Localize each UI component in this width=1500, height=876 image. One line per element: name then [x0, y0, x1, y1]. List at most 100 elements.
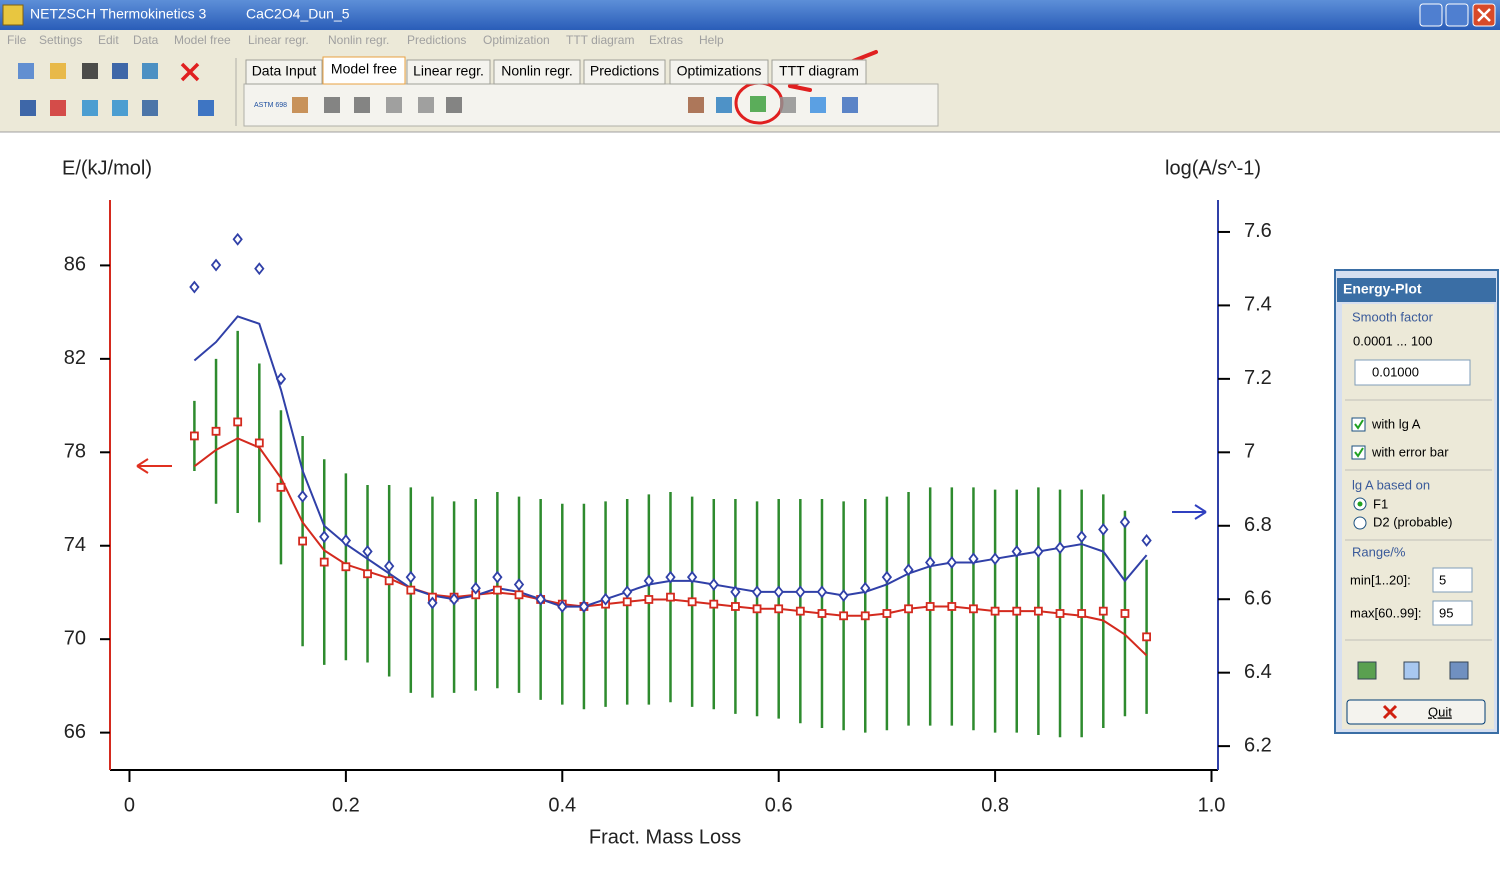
- toolbar-button[interactable]: [810, 97, 826, 113]
- range-label: Range/%: [1352, 544, 1406, 559]
- menu-item[interactable]: Edit: [98, 33, 119, 47]
- quit-label: Quit: [1428, 704, 1452, 719]
- toolbar-button[interactable]: [112, 100, 128, 116]
- data-point: [1012, 606, 1022, 616]
- data-point: [990, 606, 1000, 616]
- menu-item[interactable]: Model free: [174, 33, 231, 47]
- max-input[interactable]: [1432, 600, 1473, 626]
- toolbar-button[interactable]: [82, 100, 98, 116]
- menu-item[interactable]: Extras: [649, 33, 683, 47]
- min-input[interactable]: [1432, 567, 1473, 593]
- tab[interactable]: [583, 59, 666, 85]
- data-point: [817, 609, 827, 618]
- data-point: [1119, 515, 1131, 529]
- tab-label: Nonlin regr.: [501, 63, 573, 79]
- data-point: [1055, 609, 1065, 618]
- menu-item[interactable]: Help: [699, 33, 724, 47]
- toolbar-button[interactable]: [50, 100, 66, 116]
- tab[interactable]: [406, 59, 491, 85]
- save-icon-button[interactable]: [1449, 661, 1469, 680]
- with-error-bar-label: with error bar: [1371, 444, 1449, 459]
- toolbar-button[interactable]: [750, 96, 766, 112]
- toolbar-button[interactable]: [18, 63, 34, 79]
- tab[interactable]: [771, 59, 867, 85]
- data-point: [1098, 522, 1109, 536]
- right-axis-arrow: [1172, 504, 1207, 520]
- data-point: [904, 604, 913, 614]
- menu-item[interactable]: Settings: [39, 33, 82, 47]
- data-point: [340, 534, 352, 547]
- toolbar-button[interactable]: [354, 97, 370, 113]
- data-point: [925, 602, 935, 611]
- data-point: [839, 611, 849, 621]
- delete-icon[interactable]: [180, 62, 200, 82]
- tab-panel: [243, 83, 939, 127]
- menu-item[interactable]: Data: [133, 33, 159, 47]
- data-point: [535, 592, 546, 606]
- toolbar-button[interactable]: [20, 100, 36, 116]
- tab[interactable]: [669, 59, 769, 85]
- data-point: [968, 552, 979, 566]
- data-point: [1033, 606, 1043, 616]
- data-point: [751, 585, 763, 599]
- toolbar-button[interactable]: [842, 97, 858, 113]
- data-point: [492, 570, 503, 584]
- menu-item[interactable]: TTT diagram: [566, 33, 634, 47]
- y-axis-label: E/(kJ/mol): [62, 157, 152, 179]
- with-lg-a-label: with lg A: [1371, 416, 1421, 431]
- toolbar-button[interactable]: [688, 97, 704, 113]
- tab-label: Linear regr.: [413, 63, 484, 79]
- smooth-value: 0.01000: [1372, 364, 1419, 379]
- toolbar-button[interactable]: [386, 97, 402, 113]
- data-point: [1098, 606, 1108, 616]
- tab[interactable]: [322, 56, 406, 85]
- tab[interactable]: [245, 59, 323, 85]
- data-point: [448, 592, 460, 606]
- copy-icon-button[interactable]: [1403, 661, 1420, 680]
- plot-icon-button[interactable]: [1357, 661, 1377, 680]
- toolbar-button[interactable]: [112, 63, 128, 79]
- toolbar-button[interactable]: [82, 63, 98, 79]
- quit-button[interactable]: [1346, 699, 1486, 725]
- data-point: [989, 552, 1001, 566]
- y2-tick-label: 6.6: [1244, 588, 1272, 610]
- toolbar-button[interactable]: [292, 97, 308, 113]
- data-point: [708, 578, 719, 591]
- toolbar-button[interactable]: [324, 97, 340, 113]
- y2-tick-label: 6.2: [1244, 734, 1272, 756]
- toolbar-button[interactable]: [142, 100, 158, 116]
- data-point: [600, 592, 611, 606]
- smooth-input[interactable]: [1354, 359, 1471, 386]
- x-tick-label: 0.6: [765, 794, 793, 816]
- menu-item[interactable]: Linear regr.: [248, 33, 309, 47]
- data-point: [947, 602, 957, 611]
- max-value: 95: [1439, 605, 1453, 620]
- data-point: [969, 604, 978, 614]
- menu-item[interactable]: Nonlin regr.: [328, 33, 389, 47]
- toolbar-button[interactable]: [142, 63, 158, 79]
- menu-item[interactable]: Optimization: [483, 33, 550, 47]
- tab[interactable]: [493, 59, 581, 85]
- menu-item[interactable]: Predictions: [407, 33, 466, 47]
- minimize-button[interactable]: [1419, 3, 1443, 27]
- data-point: [211, 426, 221, 436]
- data-point: [730, 585, 741, 599]
- data-point: [276, 482, 286, 492]
- energy-plot-header: [1337, 278, 1496, 302]
- x-tick-label: 0: [124, 794, 135, 816]
- toolbar-button[interactable]: [198, 100, 214, 116]
- toolbar-button[interactable]: [780, 97, 796, 113]
- toolbar-button[interactable]: [50, 63, 66, 79]
- toolbar-button[interactable]: [418, 97, 434, 113]
- x-axis-label: Fract. Mass Loss: [589, 826, 741, 848]
- y-tick-label: 66: [64, 721, 86, 743]
- d2-label: D2 (probable): [1373, 514, 1453, 529]
- smooth-factor-label: Smooth factor: [1352, 309, 1434, 324]
- toolbar-button[interactable]: [446, 97, 462, 113]
- radio-d2[interactable]: [1353, 516, 1367, 530]
- menu-item[interactable]: File: [7, 33, 27, 47]
- lg-a-based-on-label: lg A based on: [1352, 477, 1430, 492]
- toolbar-button[interactable]: [716, 97, 732, 113]
- maximize-button[interactable]: [1445, 3, 1469, 27]
